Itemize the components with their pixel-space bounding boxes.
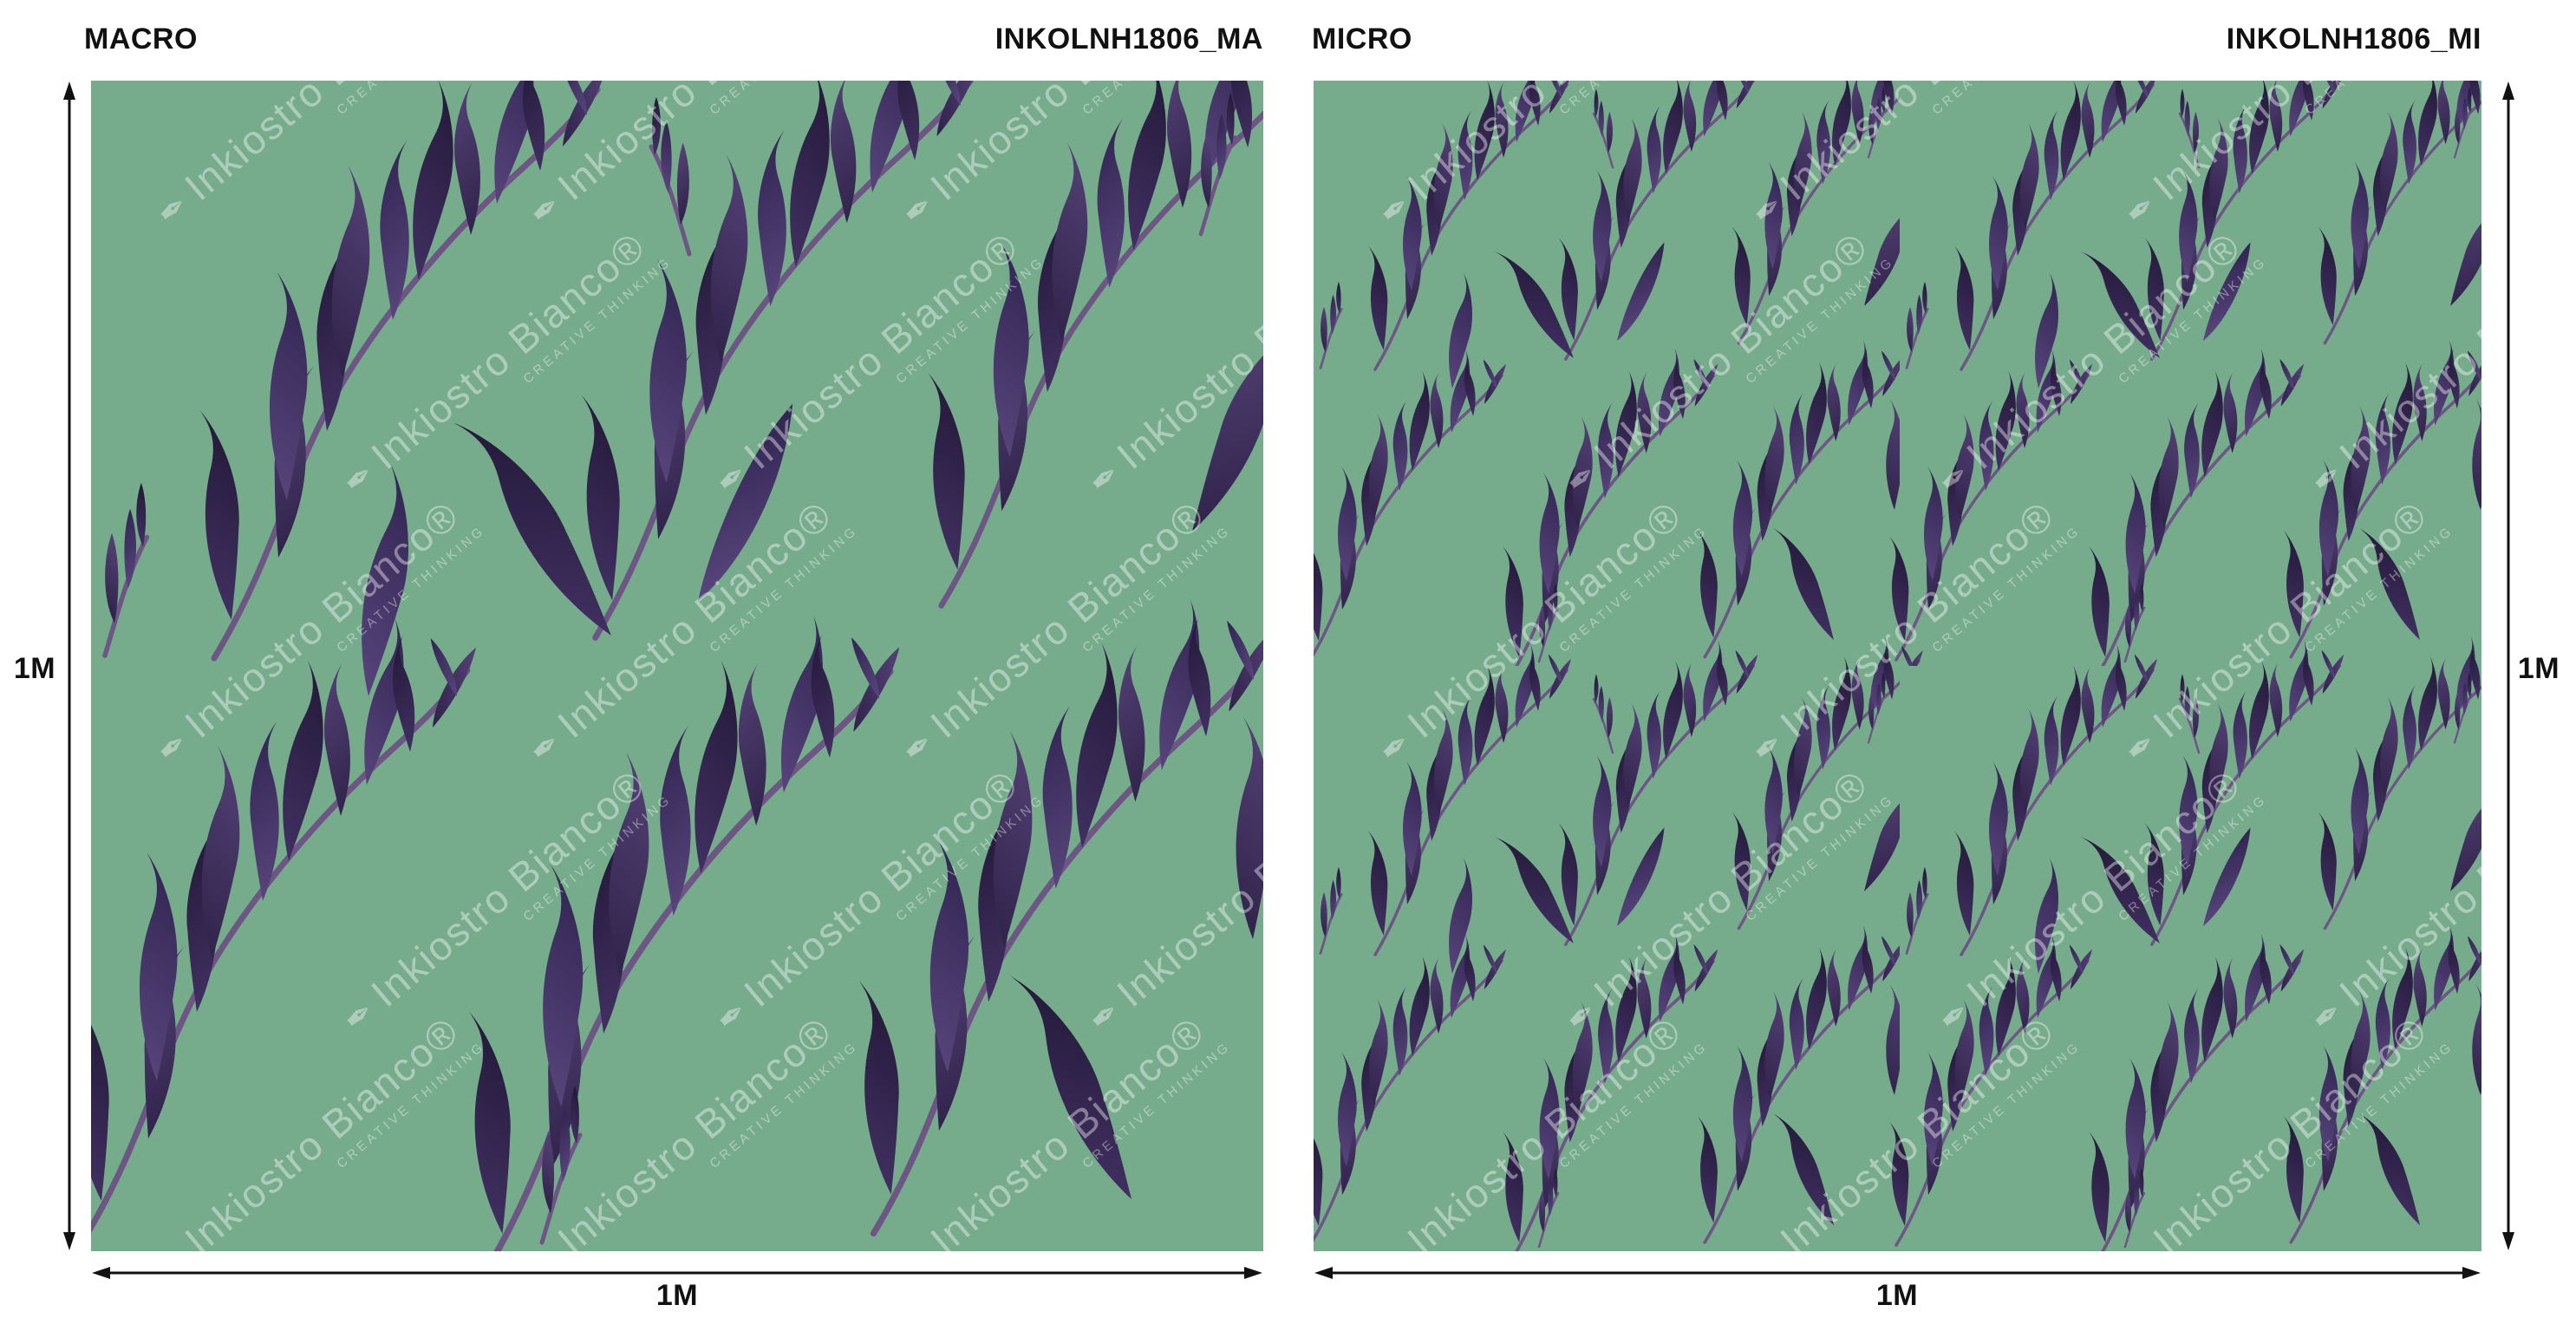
micro-width-label: 1M	[1875, 1279, 1919, 1312]
micro-height-arrow	[2502, 82, 2514, 1250]
micro-height-label: 1M	[2517, 652, 2560, 685]
micro-pattern-swatch	[1314, 81, 2481, 1251]
micro-panel-title: MICRO	[1312, 23, 1412, 55]
macro-width-arrow	[92, 1267, 1262, 1279]
macro-panel-code: INKOLNH1806_MA	[995, 23, 1263, 55]
macro-width-label: 1M	[655, 1279, 699, 1312]
macro-panel-title: MACRO	[84, 23, 198, 55]
micro-panel-code: INKOLNH1806_MI	[2226, 23, 2481, 55]
macro-pattern-swatch	[91, 81, 1263, 1251]
micro-width-arrow	[1314, 1267, 2481, 1279]
macro-height-label: 1M	[13, 652, 56, 685]
macro-height-arrow	[63, 82, 75, 1250]
